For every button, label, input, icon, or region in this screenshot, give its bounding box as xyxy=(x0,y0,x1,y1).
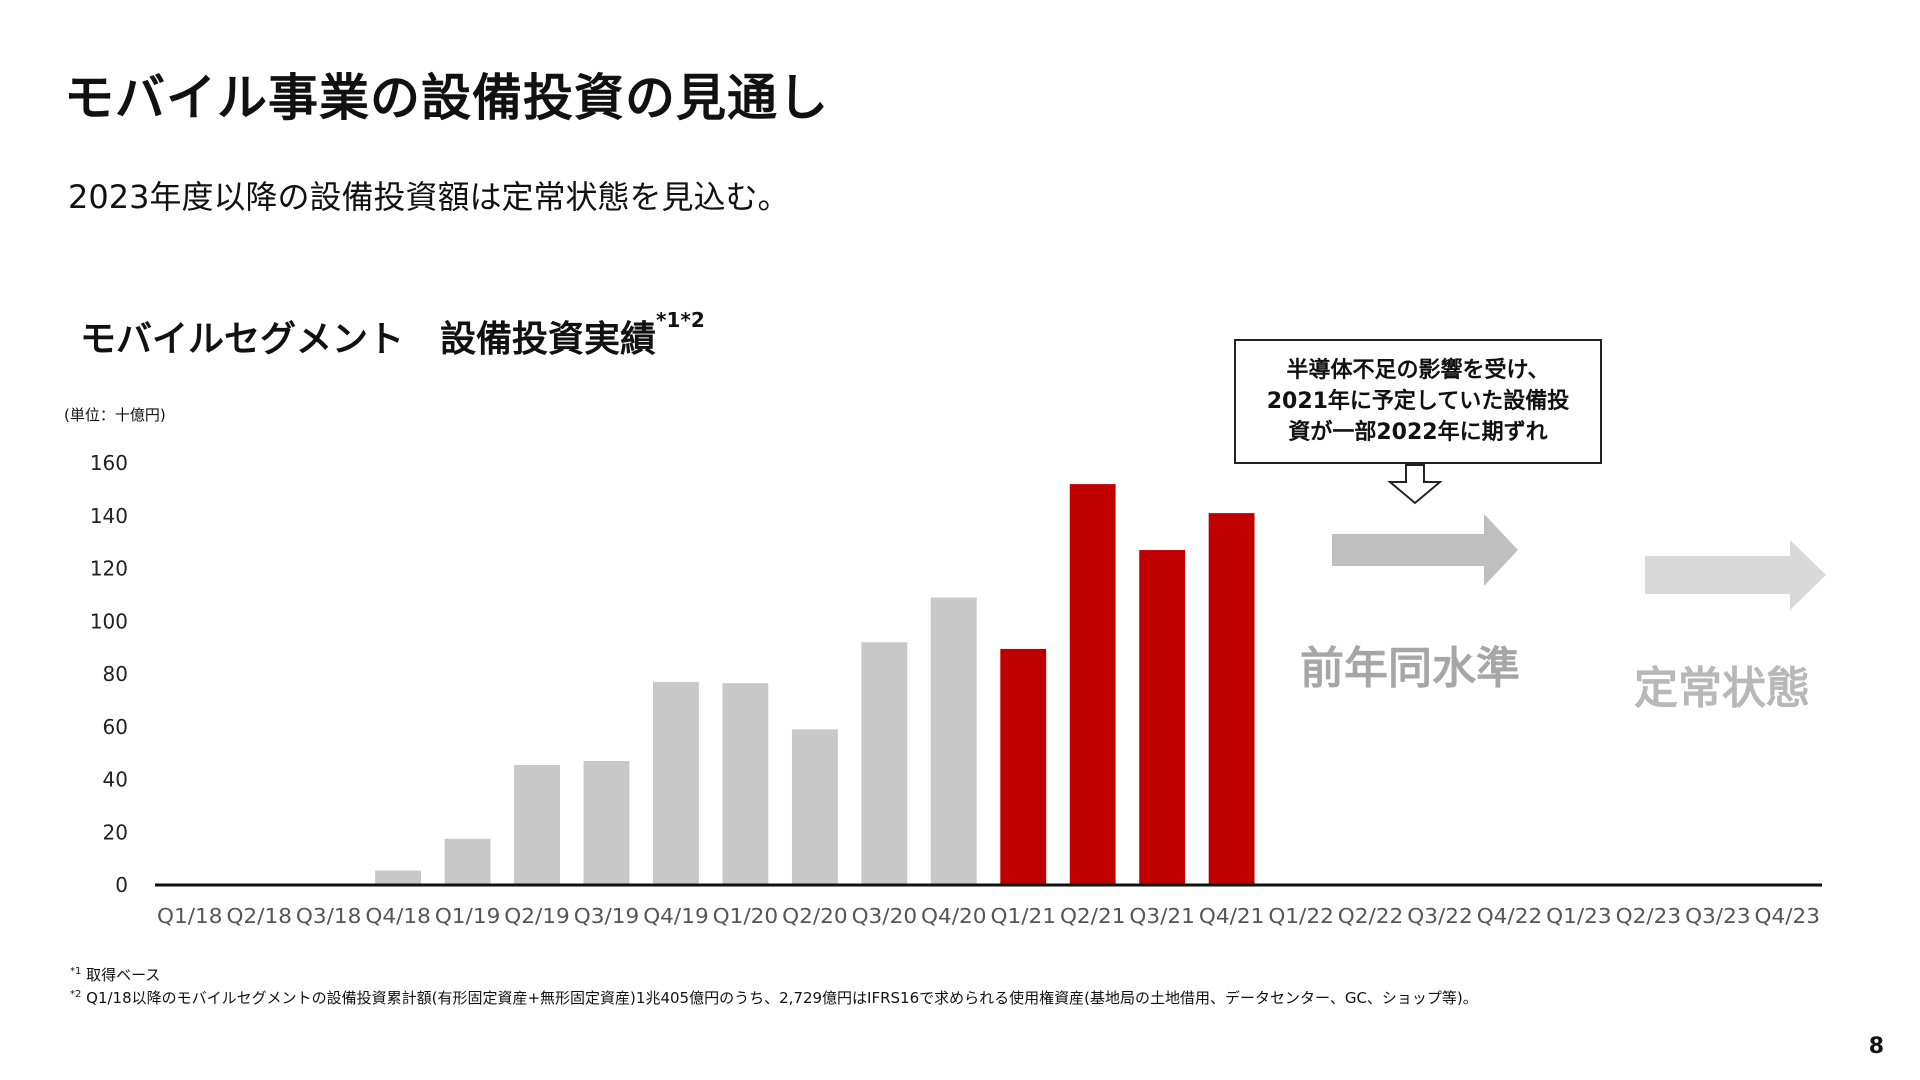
x-tick-label: Q1/22 xyxy=(1268,904,1334,928)
chart-title: モバイルセグメント 設備投資実績*1*2 xyxy=(80,308,705,362)
bar-Q2-20 xyxy=(791,729,838,885)
x-tick-label: Q2/18 xyxy=(226,904,292,928)
page-title: モバイル事業の設備投資の見通し xyxy=(64,69,829,127)
x-tick-label: Q4/20 xyxy=(921,904,987,928)
bar-Q1-19 xyxy=(444,838,491,885)
x-tick-label: Q1/18 xyxy=(157,904,223,928)
callout-line-2: 2021年に予定していた設備投 xyxy=(1266,389,1570,414)
x-tick-label: Q3/20 xyxy=(852,904,918,928)
phase-label-steady-state: 定常状態 xyxy=(1634,663,1810,714)
x-tick-label: Q2/23 xyxy=(1616,904,1682,928)
y-tick-label: 140 xyxy=(90,504,128,528)
callout-line-1: 半導体不足の影響を受け、 xyxy=(1286,358,1550,383)
page-subtitle: 2023年度以降の設備投資額は定常状態を見込む。 xyxy=(68,178,790,216)
bar-Q4-18 xyxy=(375,870,422,885)
footnote-2: *2 Q1/18以降のモバイルセグメントの設備投資累計額(有形固定資産+無形固定… xyxy=(70,985,1478,1008)
bar-Q1-21 xyxy=(1000,648,1047,885)
x-tick-label: Q1/20 xyxy=(713,904,779,928)
footnote-1-text: 取得ベース xyxy=(81,966,161,984)
x-tick-label: Q1/19 xyxy=(435,904,501,928)
phase-1-arrow-icon xyxy=(1332,514,1518,586)
y-tick-label: 120 xyxy=(90,557,128,581)
x-tick-label: Q4/18 xyxy=(365,904,431,928)
bars-group xyxy=(166,484,1255,885)
callout-box: 半導体不足の影響を受け、 2021年に予定していた設備投 資が一部2022年に期… xyxy=(1234,339,1602,464)
bar-Q4-21 xyxy=(1208,513,1255,885)
phase-2-arrow-icon xyxy=(1645,540,1826,610)
bar-Q2-21 xyxy=(1069,484,1116,885)
bar-Q3-20 xyxy=(861,642,908,885)
footnote-2-text: Q1/18以降のモバイルセグメントの設備投資累計額(有形固定資産+無形固定資産)… xyxy=(81,989,1478,1007)
y-tick-label: 0 xyxy=(115,873,128,897)
x-tick-label: Q1/21 xyxy=(990,904,1056,928)
chart-title-text: モバイルセグメント 設備投資実績 xyxy=(80,319,657,360)
x-axis-ticks: Q1/18 Q2/18 Q3/18 Q4/18 Q1/19 Q2/19 Q3/19 Q4/19… xyxy=(157,904,1820,928)
y-axis-ticks: 0 20 40 60 80 100 120 140 160 xyxy=(90,451,128,897)
y-tick-label: 160 xyxy=(90,451,128,475)
x-tick-label: Q2/21 xyxy=(1060,904,1126,928)
x-tick-label: Q4/23 xyxy=(1755,904,1821,928)
x-tick-label: Q3/23 xyxy=(1685,904,1751,928)
chart-title-footnote-marks: *1*2 xyxy=(656,308,705,332)
y-tick-label: 100 xyxy=(90,609,128,633)
x-tick-label: Q2/22 xyxy=(1338,904,1404,928)
x-tick-label: Q3/18 xyxy=(296,904,362,928)
y-tick-label: 80 xyxy=(103,662,128,686)
bar-Q4-19 xyxy=(653,681,699,885)
x-tick-label: Q3/21 xyxy=(1129,904,1195,928)
x-tick-label: Q4/19 xyxy=(643,904,709,928)
x-tick-label: Q2/20 xyxy=(782,904,848,928)
bar-Q3-19 xyxy=(583,761,630,885)
x-tick-label: Q4/21 xyxy=(1199,904,1265,928)
unit-label: (単位：十億円) xyxy=(64,406,166,424)
x-tick-label: Q1/23 xyxy=(1546,904,1612,928)
y-tick-label: 20 xyxy=(103,820,128,844)
footnotes: *1 取得ベース *2 Q1/18以降のモバイルセグメントの設備投資累計額(有形… xyxy=(70,962,1478,1008)
x-tick-label: Q4/22 xyxy=(1477,904,1543,928)
x-tick-label: Q3/22 xyxy=(1407,904,1473,928)
bar-Q4-20 xyxy=(930,597,977,885)
y-tick-label: 60 xyxy=(103,715,128,739)
footnote-1-mark: *1 xyxy=(70,966,82,977)
x-tick-label: Q2/19 xyxy=(504,904,570,928)
page-number: 8 xyxy=(1868,1034,1884,1059)
footnote-1: *1 取得ベース xyxy=(70,962,1478,985)
callout-pointer-arrow xyxy=(1387,464,1443,505)
phase-label-same-as-previous-year: 前年同水準 xyxy=(1300,643,1520,694)
bar-Q1-20 xyxy=(722,683,769,885)
footnote-2-mark: *2 xyxy=(70,989,82,1000)
bar-Q2-19 xyxy=(514,764,560,885)
x-tick-label: Q3/19 xyxy=(574,904,640,928)
callout-line-3: 資が一部2022年に期ずれ xyxy=(1288,420,1548,445)
bar-Q3-21 xyxy=(1139,550,1186,885)
y-tick-label: 40 xyxy=(103,768,128,792)
